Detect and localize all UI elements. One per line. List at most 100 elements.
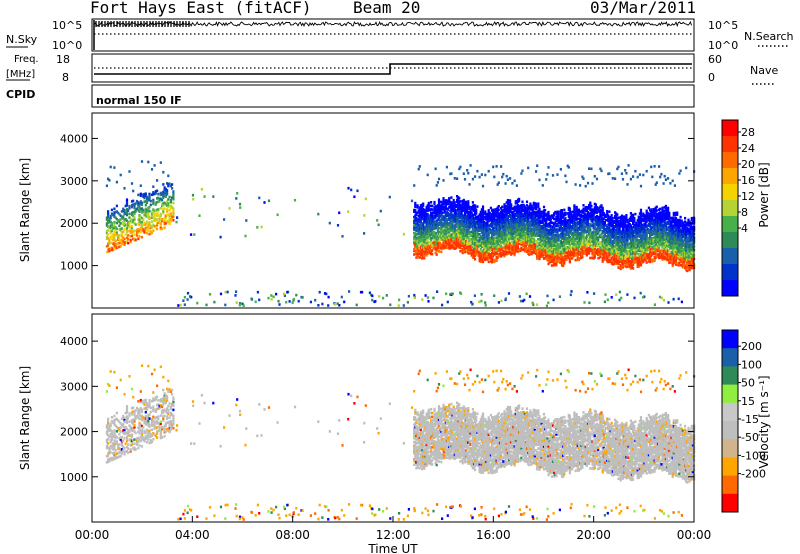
scatter-cell [427, 235, 430, 239]
scatter-cell [124, 218, 127, 221]
scatter-cell [562, 230, 565, 234]
scatter-cell [142, 229, 145, 233]
scatter-cell [120, 231, 123, 234]
scatter-cell [147, 214, 150, 217]
scatter-cell [443, 221, 446, 225]
scatter-cell [518, 213, 521, 217]
scatter-cell [164, 189, 167, 193]
scatter-cell [621, 178, 625, 181]
scatter-cell [462, 220, 465, 223]
scatter-cell [415, 213, 418, 217]
scatter-cell [134, 202, 137, 205]
scatter-cell [541, 226, 544, 230]
scatter-cell [650, 165, 653, 169]
scatter-cell [108, 217, 111, 220]
scatter-cell [586, 207, 590, 210]
scatter-cell [123, 209, 126, 212]
scatter-cell [157, 213, 160, 217]
scatter-cell [541, 228, 544, 231]
scatter-cell [510, 235, 513, 238]
scatter-cell [522, 234, 525, 237]
scatter-cell [595, 214, 599, 218]
scatter-cell [423, 219, 426, 222]
scatter-cell [494, 238, 497, 242]
scatter-cell [430, 240, 433, 243]
scatter-cell [529, 202, 532, 206]
scatter-cell [489, 222, 492, 226]
scatter-cell [556, 256, 559, 260]
scatter-cell [568, 219, 571, 223]
scatter-cell [580, 251, 583, 254]
scatter-cell [568, 246, 571, 250]
scatter-cell [588, 252, 591, 255]
scatter-cell [537, 248, 540, 252]
scatter-cell [507, 239, 511, 243]
scatter-cell [559, 168, 562, 171]
scatter-cell [470, 238, 473, 241]
scatter-cell [413, 238, 416, 242]
scatter-cell [506, 236, 509, 239]
scatter-cell [493, 258, 496, 262]
scatter-cell [435, 240, 438, 244]
scatter-cell [159, 193, 162, 197]
scatter-cell [505, 236, 508, 240]
scatter-cell [575, 230, 578, 234]
scatter-cell [535, 206, 538, 209]
scatter-cell [497, 238, 500, 242]
scatter-cell [589, 206, 592, 210]
scatter-cell [112, 242, 115, 245]
scatter-cell [414, 201, 417, 205]
scatter-cell [454, 203, 457, 207]
scatter-cell [109, 232, 112, 235]
scatter-cell [117, 246, 120, 249]
scatter-cell [454, 205, 457, 209]
scatter-cell [105, 184, 108, 188]
scatter-cell [476, 248, 479, 251]
scatter-cell [564, 213, 567, 217]
scatter-cell [489, 240, 492, 244]
scatter-cell [560, 237, 564, 241]
scatter-cell [632, 213, 635, 217]
scatter-cell [566, 212, 569, 215]
scatter-cell [159, 226, 162, 229]
scatter-cell [495, 227, 498, 230]
scatter-cell [489, 258, 492, 261]
scatter-cell [557, 228, 560, 231]
scatter-cell [148, 227, 151, 230]
scatter-cell [472, 245, 476, 248]
scatter-cell [505, 211, 508, 215]
scatter-cell [541, 248, 544, 251]
scatter-cell [541, 231, 544, 235]
scatter-cell [478, 222, 481, 225]
scatter-cell [422, 232, 425, 236]
scatter-cell [632, 175, 635, 178]
scatter-cell [524, 244, 527, 247]
scatter-cell [550, 244, 553, 248]
scatter-cell [166, 210, 169, 213]
scatter-cell [521, 225, 524, 228]
scatter-cell [597, 237, 600, 240]
scatter-cell [125, 208, 129, 211]
scatter-cell [597, 239, 600, 242]
scatter-cell [463, 178, 467, 181]
scatter-cell [575, 236, 578, 239]
scatter-cell [562, 228, 565, 232]
scatter-cell [537, 229, 540, 232]
scatter-cell [535, 227, 538, 230]
scatter-cell [536, 244, 539, 248]
scatter-cell [575, 209, 578, 212]
scatter-cell [500, 244, 503, 247]
scatter-cell [584, 248, 587, 252]
scatter-cell [537, 211, 540, 214]
scatter-cell [112, 248, 115, 251]
scatter-cell [150, 210, 154, 214]
scatter-cell [486, 233, 489, 236]
scatter-cell [475, 238, 478, 242]
scatter-cell [547, 210, 550, 214]
scatter-cell [157, 208, 160, 211]
scatter-cell [470, 230, 473, 234]
scatter-cell [520, 214, 523, 218]
scatter-cell [540, 230, 543, 233]
scatter-cell [577, 246, 581, 249]
scatter-cell [611, 177, 614, 180]
